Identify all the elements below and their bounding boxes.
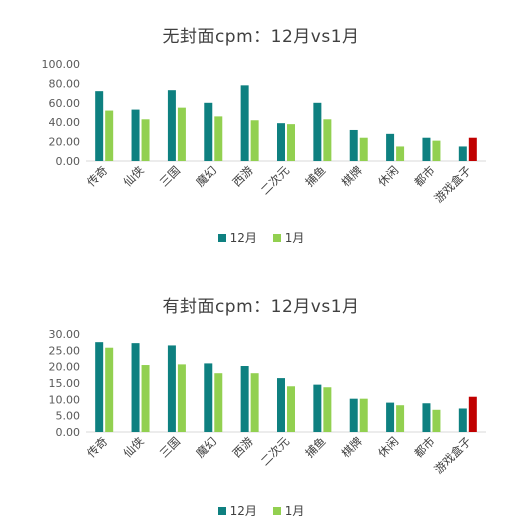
bar — [277, 123, 285, 161]
x-tick-label: 棋牌 — [339, 434, 365, 460]
x-tick-label: 捕鱼 — [302, 434, 328, 460]
bar — [349, 129, 358, 161]
bar — [386, 402, 395, 432]
bar — [277, 378, 285, 432]
bar — [287, 386, 295, 432]
bar — [131, 343, 140, 432]
chart-title: 有封面cpm：12月vs1月 — [162, 297, 360, 317]
bar — [177, 107, 186, 161]
bar — [313, 384, 322, 432]
bar — [359, 398, 368, 432]
x-tick-label: 棋牌 — [339, 163, 365, 189]
bar — [95, 342, 104, 432]
bar — [204, 102, 213, 161]
legend-item-jan: 1月 — [272, 229, 305, 246]
bar — [422, 137, 431, 161]
bar — [141, 365, 150, 432]
bar — [432, 409, 441, 432]
y-tick-label: 0.00 — [56, 426, 81, 439]
y-tick-label: 25.00 — [49, 344, 81, 357]
x-tick-label: 仙侠 — [121, 163, 148, 190]
legend-label: 12月 — [229, 504, 257, 518]
x-tick-label: 西游 — [230, 434, 257, 461]
y-tick-label: 40.00 — [49, 116, 81, 129]
x-tick-label: 游戏盒子 — [432, 163, 474, 205]
y-tick-label: 80.00 — [49, 77, 81, 90]
y-tick-label: 30.00 — [49, 328, 81, 341]
bar — [131, 109, 140, 161]
legend-label: 1月 — [284, 231, 305, 245]
bar — [422, 403, 431, 432]
legend-swatch — [217, 233, 226, 242]
chart-plot-area: 30.00 25.00 20.00 15.00 10.00 5.00 0.00传奇 仙侠 三国魔… — [49, 328, 486, 477]
legend-label: 12月 — [229, 231, 257, 245]
bar — [240, 85, 249, 161]
bar — [432, 140, 441, 161]
bar — [287, 124, 295, 161]
x-tick-label: 传奇 — [84, 163, 110, 189]
chart-no-cover-cpm: 无封面cpm：12月vs1月 100.00 80.00 60.00 40.00 20.0… — [0, 0, 522, 258]
y-tick-label: 10.00 — [49, 393, 81, 406]
bar — [458, 146, 467, 161]
x-tick-label: 休闲 — [375, 163, 401, 189]
bar — [105, 347, 114, 432]
bar — [204, 363, 213, 432]
y-tick-label: 15.00 — [49, 377, 81, 390]
x-tick-label: 西游 — [230, 163, 257, 190]
bar — [323, 119, 332, 161]
legend-swatch — [272, 233, 281, 242]
x-tick-label: 二次元 — [258, 434, 293, 469]
bar — [214, 373, 223, 432]
bar — [240, 366, 249, 432]
bar — [468, 137, 477, 161]
y-tick-label: 5.00 — [56, 410, 81, 423]
bar — [167, 345, 176, 432]
x-tick-label: 仙侠 — [121, 434, 148, 461]
bar — [359, 137, 368, 161]
x-tick-label: 都市 — [411, 163, 437, 189]
bar — [167, 90, 176, 161]
x-tick-label: 游戏盒子 — [432, 434, 474, 476]
chart-legend: 12月 1月 — [0, 502, 522, 519]
legend-item-jan: 1月 — [272, 502, 305, 519]
bar — [323, 387, 332, 432]
bar — [396, 146, 405, 161]
y-tick-label: 0.00 — [56, 155, 81, 168]
bar — [349, 398, 358, 432]
x-tick-label: 休闲 — [375, 434, 401, 460]
x-tick-label: 魔幻 — [193, 434, 219, 460]
bar — [458, 408, 467, 432]
y-tick-label: 20.00 — [49, 361, 81, 374]
x-tick-label: 都市 — [411, 434, 437, 460]
bar — [105, 110, 114, 161]
bar — [386, 133, 395, 161]
chart-legend: 12月 1月 — [0, 229, 522, 246]
bar — [250, 373, 259, 432]
y-tick-label: 60.00 — [49, 97, 81, 110]
x-tick-label: 魔幻 — [193, 163, 219, 189]
y-tick-label: 20.00 — [49, 136, 81, 149]
x-tick-label: 三国 — [157, 163, 183, 189]
chart-with-cover-cpm: 有封面cpm：12月vs1月 30.00 25.00 20.00 15.00 10.00… — [0, 270, 522, 518]
legend-label: 1月 — [284, 504, 305, 518]
y-tick-label: 100.00 — [42, 58, 81, 71]
bar — [95, 91, 104, 161]
x-tick-label: 捕鱼 — [302, 163, 328, 189]
bar — [214, 116, 223, 161]
legend-swatch — [217, 506, 226, 515]
bar — [250, 120, 259, 161]
legend-swatch — [272, 506, 281, 515]
bar — [313, 102, 322, 161]
x-tick-label: 三国 — [157, 434, 183, 460]
legend-item-dec: 12月 — [217, 502, 257, 519]
chart-title: 无封面cpm：12月vs1月 — [162, 27, 360, 47]
legend-item-dec: 12月 — [217, 229, 257, 246]
bar — [396, 405, 405, 432]
bar — [141, 119, 150, 161]
x-tick-label: 传奇 — [84, 434, 110, 460]
x-tick-label: 二次元 — [258, 163, 293, 198]
bar — [468, 396, 477, 432]
bar — [177, 364, 186, 432]
